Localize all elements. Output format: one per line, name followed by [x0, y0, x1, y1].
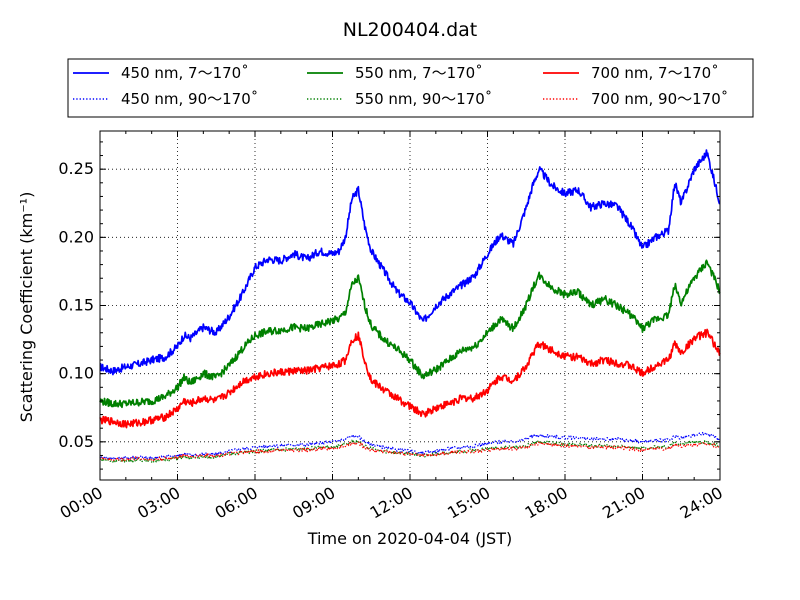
- legend-label-1: 450 nm, 7～170˚: [121, 64, 249, 82]
- legend-label-6: 700 nm, 90～170˚: [591, 90, 728, 108]
- y-tick-label: 0.25: [58, 159, 94, 178]
- y-axis-label: Scattering Coefficient (km⁻¹): [17, 192, 36, 423]
- legend: 450 nm, 7～170˚ 450 nm, 90～170˚ 550 nm, 7～1…: [67, 58, 754, 118]
- x-axis-label: Time on 2020-04-04 (JST): [307, 529, 512, 548]
- y-tick-label: 0.05: [58, 432, 94, 451]
- chart-title: NL200404.dat: [343, 19, 478, 41]
- series-line-6: [99, 441, 721, 462]
- legend-label-2: 450 nm, 90～170˚: [121, 90, 258, 108]
- y-tick-label: 0.10: [58, 364, 94, 383]
- legend-label-3: 550 nm, 7～170˚: [355, 64, 483, 82]
- series-line-3: [99, 259, 721, 409]
- y-tick-label: 0.20: [58, 227, 94, 246]
- series-layer: [99, 149, 721, 464]
- legend-label-5: 700 nm, 7～170˚: [591, 64, 719, 82]
- series-line-1: [99, 149, 721, 376]
- series-line-5: [99, 328, 721, 429]
- axes-layer: [99, 130, 721, 481]
- y-tick-label: 0.15: [58, 296, 94, 315]
- legend-label-4: 550 nm, 90～170˚: [355, 90, 492, 108]
- legend-box: [67, 58, 754, 118]
